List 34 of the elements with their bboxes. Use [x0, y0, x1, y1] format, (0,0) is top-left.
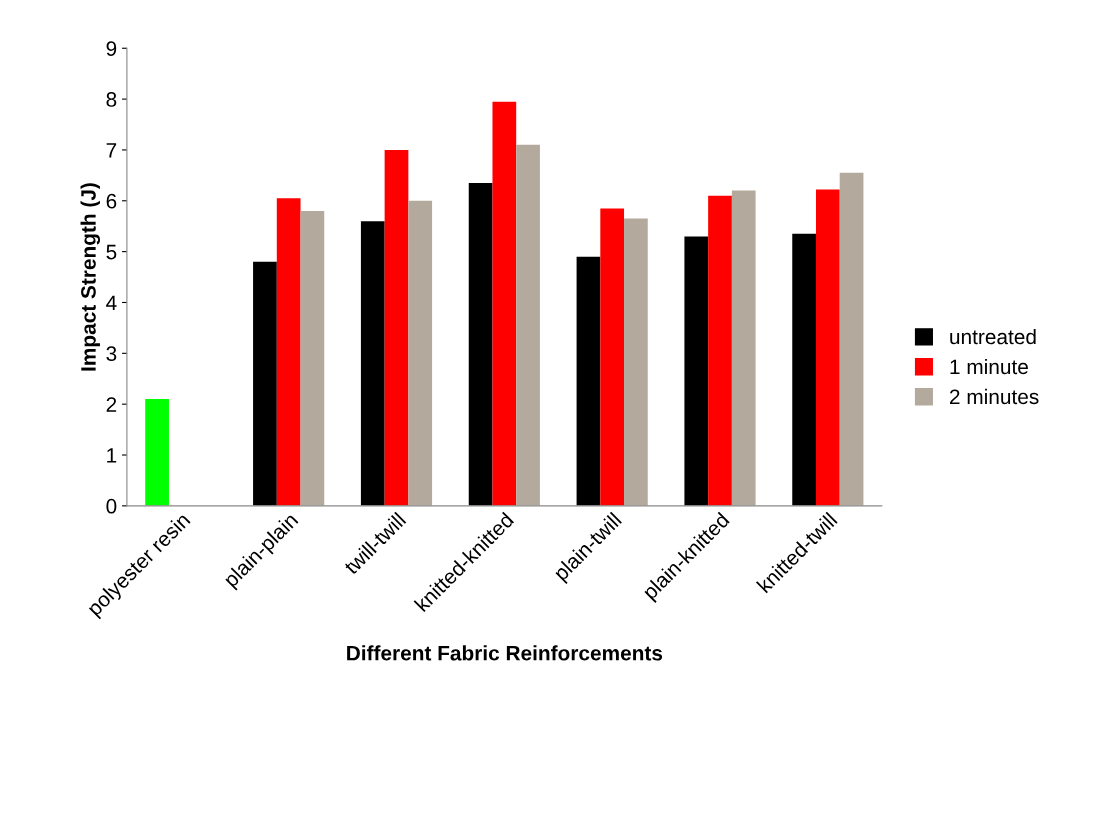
bar	[839, 172, 864, 506]
bar	[384, 149, 409, 506]
y-tick-label: 1	[107, 448, 117, 463]
legend-label: 1 minute	[950, 358, 1028, 375]
bar	[360, 221, 385, 506]
bar	[276, 198, 301, 506]
legend-label: 2 minutes	[949, 388, 1039, 405]
y-tick-label: 8	[106, 92, 117, 107]
y-tick-label: 7	[106, 143, 117, 158]
y-tick-label: 4	[106, 295, 117, 311]
bar	[516, 144, 540, 506]
y-tick-label: 9	[106, 41, 117, 57]
y-tick-label: 5	[106, 244, 117, 260]
bar	[492, 101, 517, 506]
legend-label: untreated	[950, 328, 1036, 345]
bar	[684, 236, 709, 506]
bar	[253, 261, 277, 506]
y-tick-label: 3	[106, 346, 117, 362]
bar	[708, 195, 732, 506]
bar	[792, 233, 816, 506]
bar	[145, 399, 169, 506]
bar	[624, 218, 648, 506]
y-tick-label: 6	[106, 193, 117, 209]
y-tick-label: 0	[106, 498, 117, 514]
x-axis-title: Different Fabric Reinforcements	[347, 645, 663, 661]
bar	[300, 210, 325, 506]
bar	[408, 200, 433, 506]
bar	[731, 190, 756, 506]
y-axis-title: Impact Strength (J)	[80, 183, 101, 371]
bar	[576, 256, 601, 506]
bar	[815, 189, 840, 506]
y-tick-label: 2	[106, 397, 117, 412]
bar	[600, 208, 625, 506]
bar	[468, 182, 493, 506]
